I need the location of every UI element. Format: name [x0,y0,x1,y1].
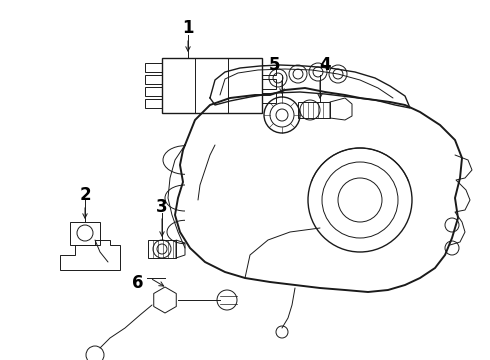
Bar [145,87,162,96]
Bar [262,65,276,75]
Bar [162,58,262,113]
Text: 1: 1 [182,19,194,37]
Bar [148,240,176,258]
Text: 6: 6 [132,274,144,292]
Text: 4: 4 [319,56,331,74]
Bar [145,63,162,72]
Bar [145,75,162,84]
Text: 2: 2 [79,186,91,204]
Text: 5: 5 [269,56,281,74]
Bar [298,102,330,118]
Bar [262,79,276,89]
Bar [70,222,100,245]
Bar [262,93,276,103]
Bar [145,99,162,108]
Text: 3: 3 [156,198,168,216]
